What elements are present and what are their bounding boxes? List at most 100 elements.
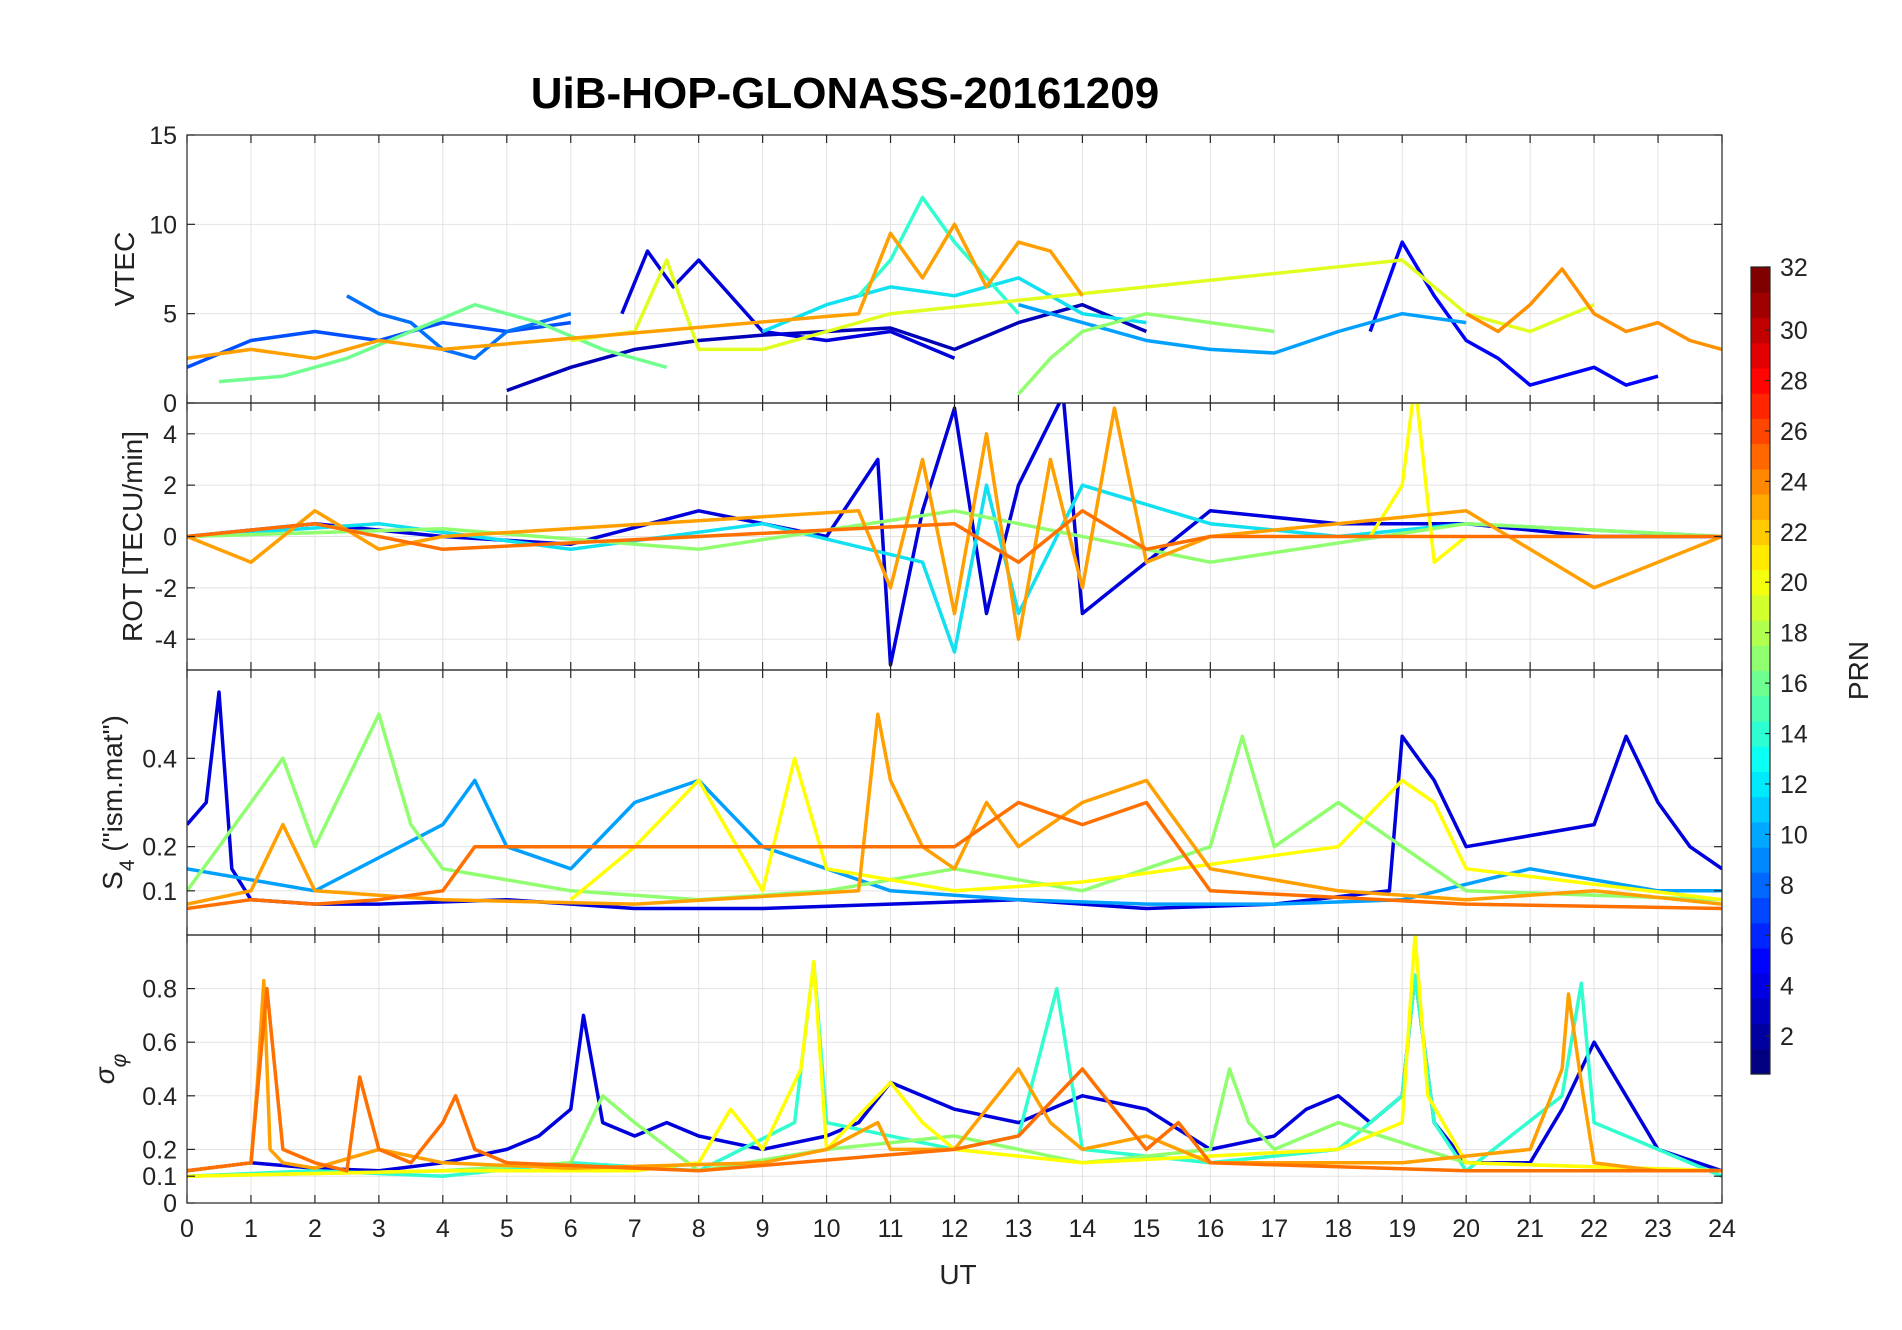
series-prn-10 [1018, 303, 1467, 355]
series-prn-22 [187, 978, 1722, 1173]
y-tick-label: 0.1 [142, 878, 177, 906]
y-tick-label: 0 [163, 390, 177, 418]
y-tick-label: 0.2 [142, 834, 177, 862]
y-tick-label: 5 [163, 301, 177, 329]
y-axis-label: ROT [TECU/min] [117, 431, 148, 642]
series-group [187, 935, 1722, 1178]
x-tick-label: 10 [813, 1215, 841, 1243]
y-tick-label: 0.4 [142, 745, 177, 773]
series-prn-20 [569, 756, 1722, 902]
series-prn-23 [1465, 267, 1722, 352]
colorbar-swatch [1751, 620, 1770, 646]
colorbar-swatch [1751, 292, 1770, 319]
colorbar-swatch [1751, 544, 1770, 571]
colorbar-swatch [1751, 418, 1770, 445]
colorbar-swatch [1751, 317, 1770, 344]
x-tick-label: 5 [500, 1215, 514, 1243]
y-tick-label: 4 [163, 421, 177, 449]
x-tick-label: 6 [564, 1215, 578, 1243]
x-tick-label: 11 [878, 1215, 904, 1243]
colorbar-swatch [1751, 998, 1770, 1025]
colorbar-label: PRN [1843, 641, 1874, 700]
y-tick-label: 0.1 [142, 1163, 177, 1191]
colorbar-swatch [1751, 1023, 1770, 1050]
colorbar-tick-label: 30 [1780, 317, 1808, 345]
colorbar-swatch [1751, 947, 1770, 974]
colorbar-swatch [1751, 720, 1770, 747]
y-tick-label: 0 [163, 524, 177, 552]
panel-rot: -4 -2 0 2 4 ROT [TECU/min] [117, 402, 1723, 671]
series-group [187, 195, 1722, 396]
colorbar-tick-label: 2 [1780, 1023, 1794, 1051]
colorbar-tick-label: 6 [1780, 922, 1794, 950]
series-prn-24 [187, 986, 1722, 1173]
x-tick-label: 1 [244, 1215, 258, 1243]
colorbar-tick-label: 14 [1780, 721, 1808, 749]
y-tick-label: 0.4 [142, 1083, 177, 1111]
y-tick-label: 0.2 [142, 1136, 177, 1164]
y-tick-label: 2 [163, 472, 177, 500]
series-prn-20 [1368, 403, 1468, 564]
x-tick-label: 14 [1069, 1215, 1097, 1243]
series-prn-24 [187, 509, 1722, 564]
panel-s4: 0.1 0.2 0.4S4 ("ism.mat") [97, 669, 1723, 936]
colorbar-tick-label: 24 [1780, 468, 1808, 496]
series-prn-16 [1017, 311, 1275, 396]
colorbar-border [1750, 266, 1771, 1075]
y-axis-label: VTEC [109, 232, 140, 307]
colorbar-swatch [1751, 1048, 1770, 1075]
series-prn-20 [187, 935, 1722, 1178]
y-tick-label: 15 [149, 122, 177, 150]
colorbar-swatch [1751, 468, 1770, 495]
colorbar-swatch [1751, 367, 1770, 394]
colorbar-swatch [1751, 493, 1770, 520]
colorbar-swatch [1751, 569, 1770, 596]
y-tick-label: 0.8 [142, 976, 177, 1004]
x-tick-label: 17 [1260, 1215, 1288, 1243]
series-group [187, 690, 1722, 911]
colorbar-swatch [1751, 847, 1770, 873]
x-tick-label: 23 [1644, 1215, 1672, 1243]
colorbar-tick-label: 8 [1780, 872, 1794, 900]
series-prn-12 [761, 276, 1147, 334]
x-tick-label: 22 [1580, 1215, 1608, 1243]
colorbar-tick-label: 20 [1780, 569, 1808, 597]
x-tick-label: 7 [628, 1215, 642, 1243]
x-tick-label: 24 [1708, 1215, 1736, 1243]
x-tick-label: 18 [1324, 1215, 1352, 1243]
panel-vtec: 0 5 10 15 VTEC [109, 122, 1723, 418]
series-prn-16 [187, 1067, 1722, 1178]
series-prn-19 [570, 258, 1595, 352]
series-prn-3 [620, 249, 956, 360]
x-tick-label: 4 [436, 1215, 450, 1243]
series-prn-22 [187, 222, 1084, 361]
x-tick-label: 13 [1005, 1215, 1033, 1243]
colorbar-tick-label: 28 [1780, 367, 1808, 395]
series-prn-22 [187, 712, 1722, 906]
colorbar-swatch [1751, 393, 1770, 419]
x-tick-label: 12 [941, 1215, 969, 1243]
y-tick-label: 0 [163, 1190, 177, 1218]
colorbar-swatch [1751, 267, 1770, 293]
y-tick-label: -2 [155, 575, 177, 603]
colorbar-swatch [1751, 821, 1770, 848]
colorbar-tick-label: 12 [1780, 771, 1808, 799]
colorbar-swatch [1751, 746, 1770, 772]
colorbar-swatch [1751, 872, 1770, 899]
x-tick-label: 0 [180, 1215, 194, 1243]
colorbar-tick-label: 26 [1780, 418, 1808, 446]
colorbar-swatch [1751, 771, 1770, 798]
colorbar-tick-label: 22 [1780, 519, 1808, 547]
colorbar-tick-label: 16 [1780, 670, 1808, 698]
colorbar-swatch [1751, 645, 1770, 672]
colorbar-tick-label: 4 [1780, 973, 1794, 1001]
y-tick-label: 10 [149, 211, 177, 239]
x-tick-label: 2 [308, 1215, 322, 1243]
colorbar-tick-label: 10 [1780, 821, 1808, 849]
x-tick-label: 19 [1388, 1215, 1416, 1243]
x-tick-label: 9 [756, 1215, 770, 1243]
x-tick-label: 15 [1132, 1215, 1160, 1243]
